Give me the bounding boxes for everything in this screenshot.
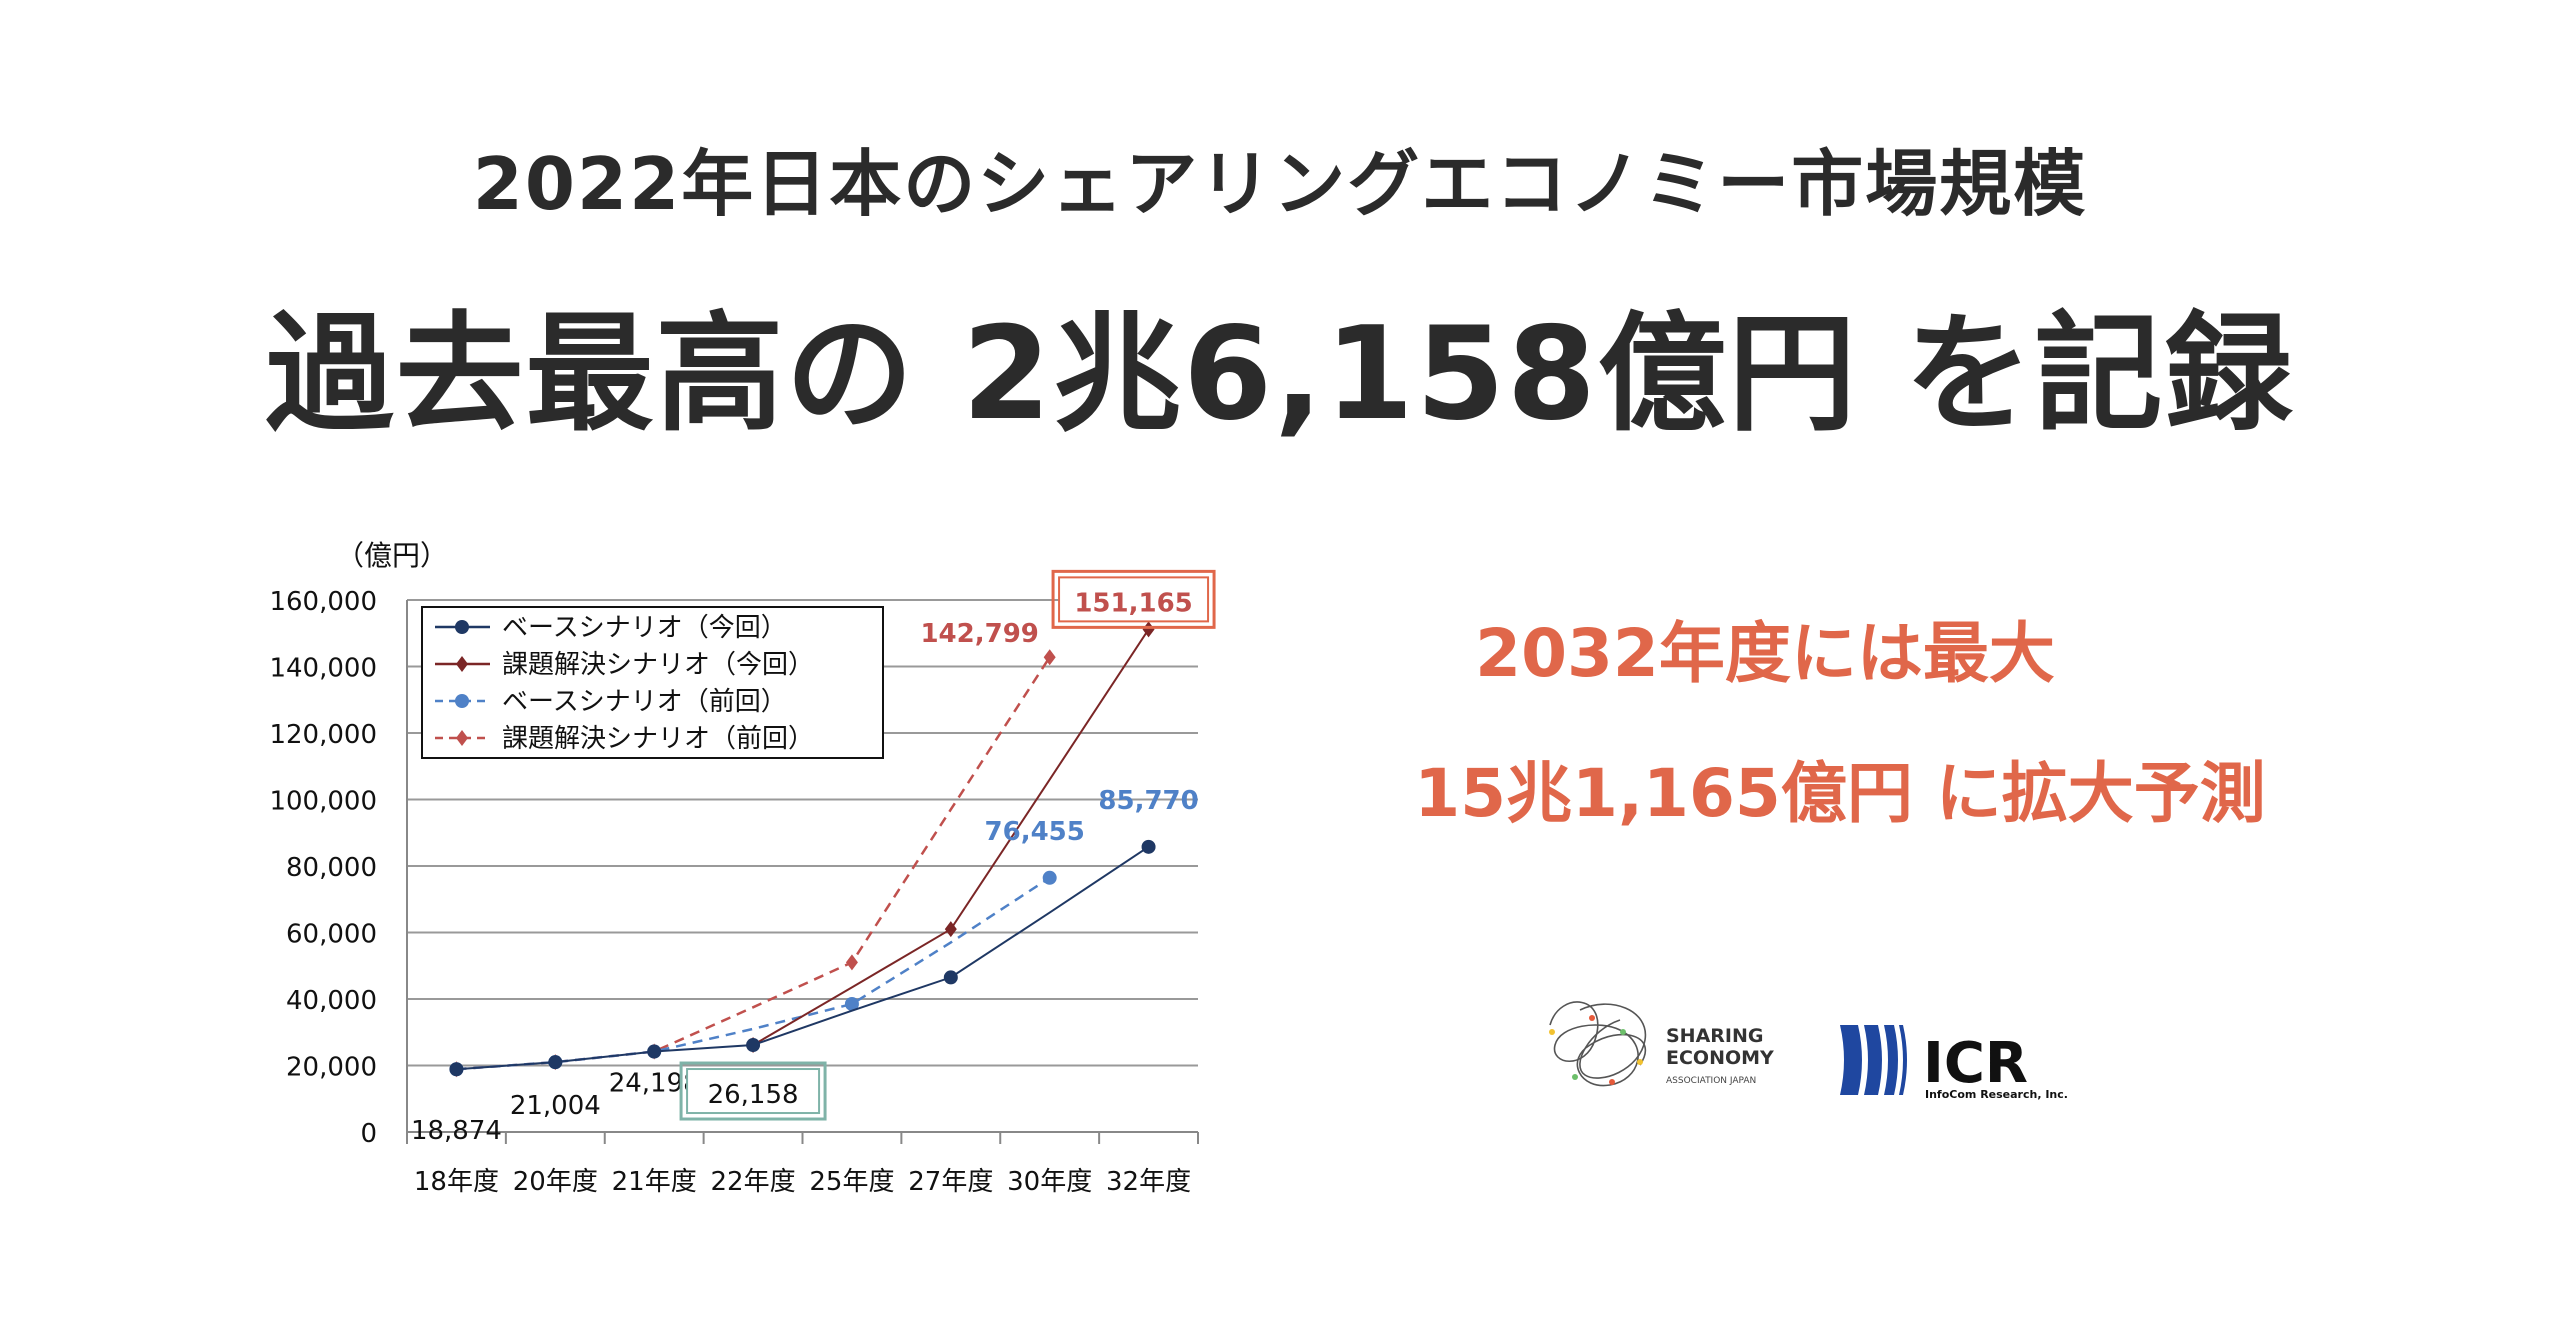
headline-line2: 過去最高の 2兆6,158億円 を記録 xyxy=(265,300,2295,449)
x-tick-label: 20年度 xyxy=(513,1167,598,1197)
circle-marker xyxy=(548,1055,563,1070)
icr-logo-name: ICR xyxy=(1923,1031,2028,1096)
logos: SHARING ECONOMY ASSOCIATION JAPAN ICR In… xyxy=(1549,1001,2068,1101)
data-label: 85,770 xyxy=(1098,786,1198,816)
diamond-marker xyxy=(944,921,957,938)
y-tick-label: 160,000 xyxy=(269,587,377,617)
y-tick-label: 80,000 xyxy=(286,853,377,883)
headline-line1: 2022年日本のシェアリングエコノミー市場規模 xyxy=(472,142,2088,226)
diamond-marker xyxy=(456,656,468,672)
series-line xyxy=(456,656,1051,1071)
label-box-inner xyxy=(1058,576,1210,623)
legend-label: ベースシナリオ（今回） xyxy=(502,613,787,643)
y-tick-label: 120,000 xyxy=(269,720,377,750)
x-tick-label: 22年度 xyxy=(711,1167,796,1197)
series-line xyxy=(456,845,1150,1071)
x-tick-label: 30年度 xyxy=(1007,1167,1092,1197)
data-label: 76,455 xyxy=(985,817,1085,847)
circle-marker xyxy=(844,996,859,1011)
circle-marker xyxy=(647,1044,662,1059)
se-logo-line1: SHARING xyxy=(1666,1025,1764,1047)
x-tick-label: 27年度 xyxy=(908,1167,993,1197)
data-label: 26,158 xyxy=(708,1080,799,1110)
sharing-economy-logo: SHARING ECONOMY ASSOCIATION JAPAN xyxy=(1549,1001,1774,1087)
legend-label: 課題解決シナリオ（今回） xyxy=(502,650,814,680)
icr-logo: ICR InfoCom Research, Inc. xyxy=(1840,1025,2068,1101)
circle-marker xyxy=(455,694,469,708)
label-box-inner xyxy=(686,1068,821,1115)
y-tick-label: 20,000 xyxy=(286,1053,377,1083)
legend-box xyxy=(421,606,884,759)
y-tick-label: 140,000 xyxy=(269,654,377,684)
y-unit-label: （億円） xyxy=(336,539,448,572)
icr-logo-sub: InfoCom Research, Inc. xyxy=(1925,1088,2068,1101)
data-label: 21,004 xyxy=(510,1091,601,1121)
circle-marker xyxy=(449,1062,464,1077)
circle-marker xyxy=(746,1038,761,1053)
y-tick-label: 100,000 xyxy=(269,787,377,817)
callout-line2: 15兆1,165億円 に拡大予測 xyxy=(1414,755,2266,832)
y-tick-label: 0 xyxy=(360,1119,377,1149)
data-label: 142,799 xyxy=(920,619,1038,649)
series-line xyxy=(456,876,1051,1071)
data-label: 24,198 xyxy=(609,1069,700,1099)
label-box-outer xyxy=(1051,569,1216,629)
data-label: 151,165 xyxy=(1074,588,1192,618)
y-tick-label: 40,000 xyxy=(286,986,377,1016)
x-tick-label: 25年度 xyxy=(809,1167,894,1197)
x-tick-label: 18年度 xyxy=(414,1167,499,1197)
x-tick-label: 21年度 xyxy=(612,1167,697,1197)
y-tick-label: 60,000 xyxy=(286,920,377,950)
legend-label: ベースシナリオ（前回） xyxy=(502,687,787,717)
circle-marker xyxy=(1042,870,1057,885)
circle-marker xyxy=(943,970,958,985)
label-box-outer xyxy=(679,1061,827,1121)
se-logo-line2: ECONOMY xyxy=(1666,1047,1774,1069)
callout-line1: 2032年度には最大 xyxy=(1475,615,2055,692)
circle-marker xyxy=(1141,839,1156,854)
diamond-marker xyxy=(1043,649,1056,666)
circle-marker xyxy=(455,620,469,634)
se-logo-line3: ASSOCIATION JAPAN xyxy=(1666,1076,1756,1086)
diamond-marker xyxy=(456,730,468,746)
x-tick-label: 32年度 xyxy=(1106,1167,1191,1197)
diamond-marker xyxy=(845,954,858,971)
data-label: 18,874 xyxy=(411,1116,502,1146)
diamond-marker xyxy=(1142,621,1155,638)
legend-label: 課題解決シナリオ（前回） xyxy=(502,724,814,754)
